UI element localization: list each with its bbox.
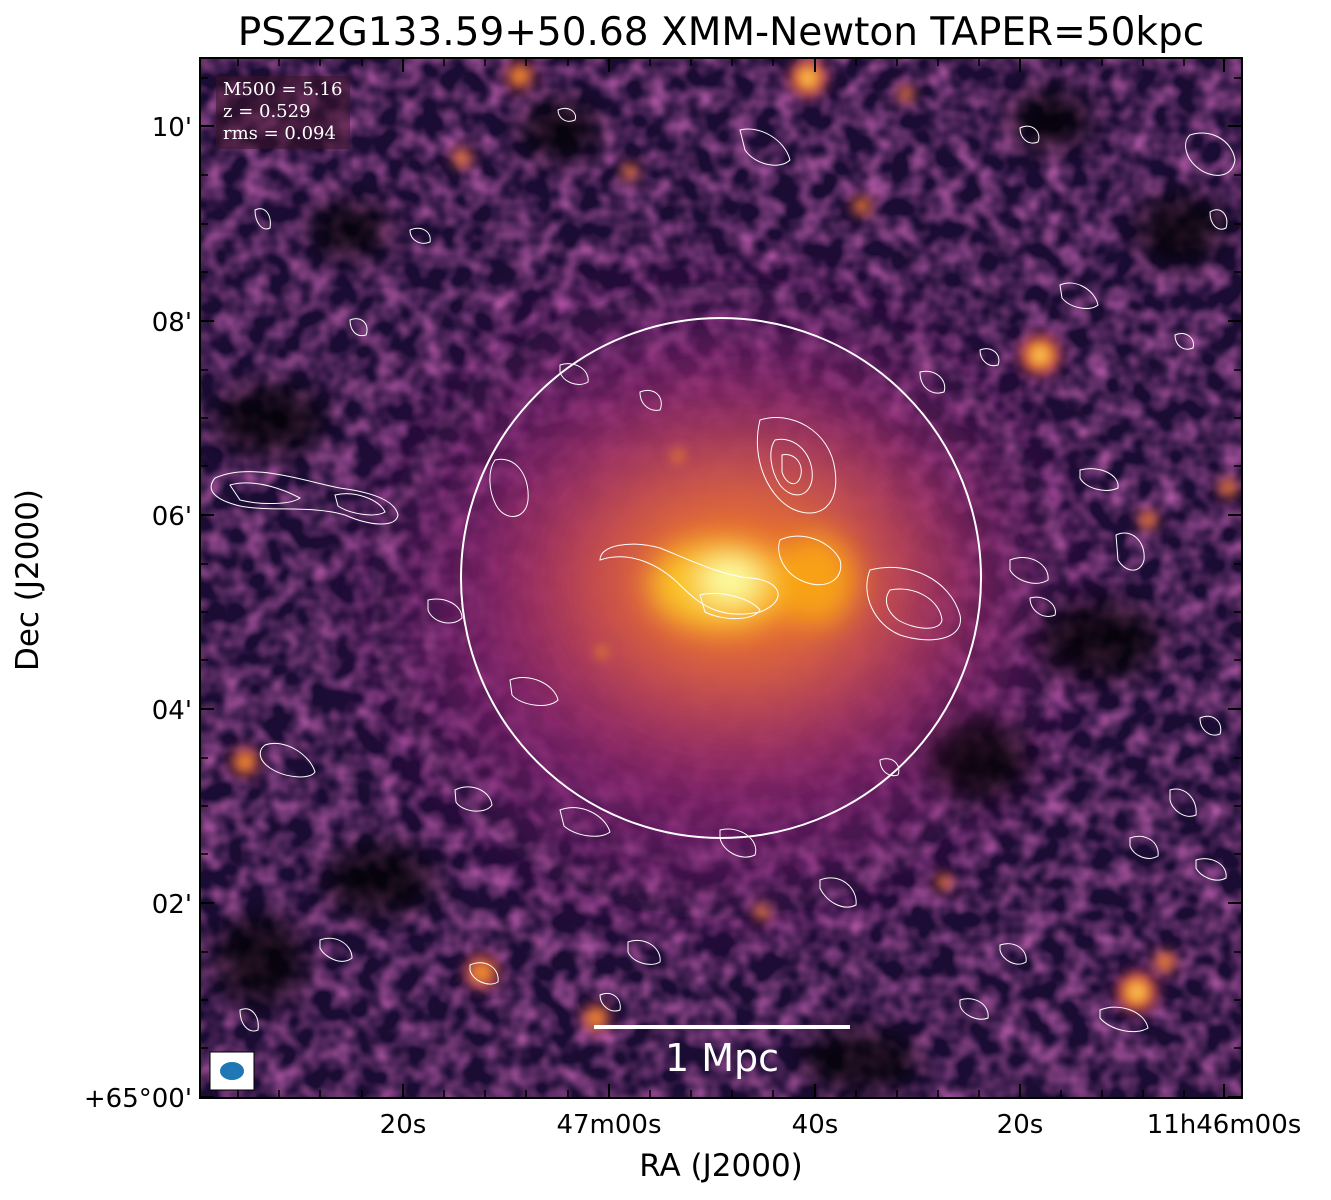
source-blob <box>1214 474 1242 502</box>
ytick-label: 04' <box>151 696 192 726</box>
plot-title: PSZ2G133.59+50.68 XMM-Newton TAPER=50kpc <box>237 10 1205 55</box>
source-blob <box>848 192 876 220</box>
contour <box>557 107 577 122</box>
contour <box>349 318 368 337</box>
contour <box>781 454 802 485</box>
xtick-label: 47m00s <box>556 1110 662 1140</box>
contour <box>1115 532 1145 571</box>
xtick-label: 20s <box>996 1110 1044 1140</box>
contour <box>770 438 813 496</box>
source-blob <box>458 948 506 996</box>
contour <box>599 543 779 615</box>
xtick-label: 11h46m00s <box>1146 1110 1302 1140</box>
contour <box>1169 788 1197 817</box>
contour <box>885 588 943 629</box>
contour <box>919 370 946 394</box>
contour <box>409 227 431 244</box>
contour <box>599 993 621 1012</box>
source-blob <box>1014 329 1066 381</box>
contour <box>1079 468 1119 491</box>
contour <box>739 128 791 166</box>
source-blob <box>500 58 540 96</box>
contour <box>719 828 757 858</box>
source-blob <box>448 144 476 172</box>
contour <box>489 458 529 517</box>
source-blob <box>576 998 616 1038</box>
source-blob <box>1149 946 1181 978</box>
contour <box>999 943 1027 965</box>
redshift-value: z = 0.529 <box>223 101 311 122</box>
ytick-label: 06' <box>151 502 192 532</box>
beam-ellipse <box>220 1062 244 1080</box>
ytick-label: 02' <box>151 890 192 920</box>
contour <box>1009 557 1049 584</box>
contour <box>639 390 662 411</box>
ytick-label: +65°00' <box>83 1084 192 1114</box>
x-ray-contours <box>210 107 1236 1033</box>
contour <box>979 348 1000 367</box>
contour <box>559 807 611 837</box>
x-axis-label: RA (J2000) <box>639 1148 803 1184</box>
contour <box>259 743 316 778</box>
contour <box>1199 715 1222 736</box>
contour <box>778 535 842 586</box>
xtick-label: 20s <box>379 1110 427 1140</box>
rms-value: rms = 0.094 <box>223 123 336 144</box>
contour <box>1209 209 1228 230</box>
contour <box>454 786 493 812</box>
contour <box>866 566 961 641</box>
contour <box>210 471 399 525</box>
contour <box>427 598 463 624</box>
source-blob <box>666 444 690 468</box>
contour <box>334 493 386 516</box>
dark-patches <box>215 90 1225 1090</box>
contour <box>469 962 499 985</box>
source-blob <box>225 742 265 782</box>
y-axis-label: Dec (J2000) <box>10 488 46 672</box>
contour <box>319 937 353 962</box>
source-blob <box>1134 506 1162 534</box>
contour <box>627 940 661 965</box>
r500-circle <box>460 317 982 839</box>
contour <box>509 677 559 706</box>
contour <box>229 482 301 504</box>
source-blob <box>784 58 832 102</box>
contour <box>1185 132 1236 176</box>
axis-ticks <box>200 58 1242 1098</box>
contour <box>1029 596 1056 617</box>
source-blob <box>618 160 642 184</box>
contour <box>699 592 761 619</box>
source-blob <box>1111 966 1163 1018</box>
contour <box>756 416 837 514</box>
point-sources <box>225 58 1242 1038</box>
contour <box>1019 125 1040 144</box>
contour <box>819 877 857 908</box>
ytick-label: 10' <box>151 113 192 143</box>
contour <box>959 998 989 1020</box>
plot-frame <box>199 57 1243 1099</box>
contour <box>1174 333 1194 350</box>
contour <box>239 1008 259 1032</box>
contour <box>1059 282 1099 309</box>
source-blob <box>894 82 918 106</box>
contour <box>1099 1006 1149 1033</box>
source-blob <box>750 900 774 924</box>
axis-minor-ticks <box>200 58 1242 1098</box>
source-blob <box>932 870 956 894</box>
ytick-label: 08' <box>151 308 192 338</box>
source-blob <box>590 640 614 664</box>
contour <box>1129 835 1159 859</box>
contour <box>879 758 900 777</box>
info-box: M500 = 5.16 z = 0.529 rms = 0.094 <box>216 76 351 149</box>
xtick-label: 40s <box>791 1110 839 1140</box>
scalebar-label: 1 Mpc <box>664 1036 780 1080</box>
contour <box>254 208 271 230</box>
cluster-core <box>650 535 855 630</box>
contour <box>1195 858 1227 881</box>
m500-value: M500 = 5.16 <box>223 79 343 100</box>
